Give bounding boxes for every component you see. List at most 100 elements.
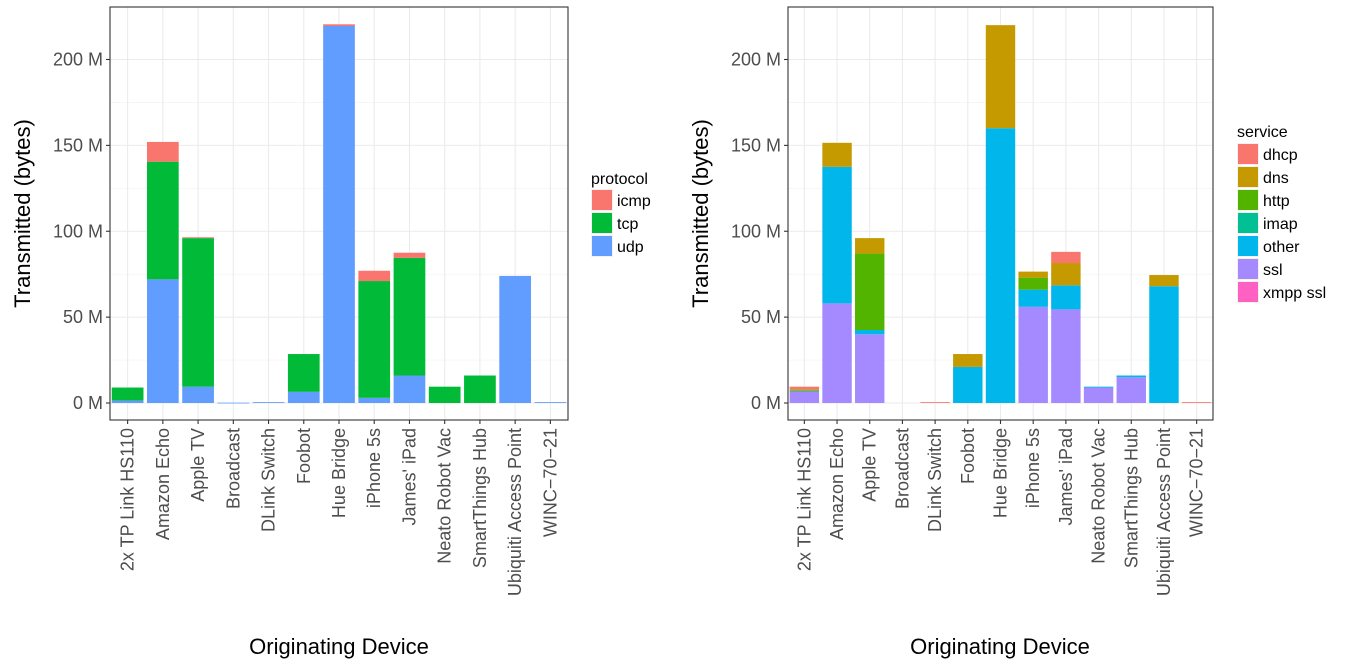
bar-segment — [1018, 271, 1048, 278]
x-tick-label: Amazon Echo — [827, 428, 847, 540]
x-tick-label: Apple TV — [188, 428, 208, 502]
legend-label: http — [1263, 193, 1290, 210]
x-tick-label: WINC−70−21 — [540, 428, 560, 537]
y-tick-label: 100 M — [731, 221, 781, 241]
y-axis-title: Transmitted (bytes) — [10, 119, 35, 308]
bar-segment — [146, 161, 179, 280]
bar-segment — [822, 303, 852, 403]
x-tick-label: WINC−70−21 — [1187, 428, 1207, 537]
y-tick-label: 0 M — [73, 393, 103, 413]
x-tick-label: Amazon Echo — [153, 428, 173, 540]
legend-label: tcp — [617, 216, 638, 233]
x-tick-label: Ubiquiti Access Point — [1154, 428, 1174, 596]
x-tick-label: Broadcast — [223, 428, 243, 509]
bar-segment — [953, 366, 983, 403]
y-tick-label: 150 M — [53, 135, 103, 155]
bar-segment — [217, 402, 250, 404]
x-axis: 2x TP Link HS110 Amazon Echo Apple TV Broad… — [794, 420, 1207, 596]
x-axis-title: Originating Device — [249, 634, 429, 659]
bar-segment — [822, 166, 852, 304]
service-chart: 0 M 50 M 100 M 150 M 200 M 2x TP Link HS110 A… — [688, 6, 1326, 659]
x-tick-label: 2x TP Link HS110 — [118, 428, 138, 571]
bar-segment — [1051, 309, 1081, 403]
bar-segment — [789, 386, 820, 390]
y-axis: 0 M 50 M 100 M 150 M 200 M — [731, 50, 788, 413]
protocol-chart: 0 M 50 M 100 M 150 M 200 M 2x TP Link HS110 A… — [10, 6, 651, 659]
y-tick-label: 100 M — [53, 221, 103, 241]
bar-segment — [1149, 275, 1179, 287]
legend-label: imap — [1263, 216, 1298, 233]
bar-segment — [1116, 377, 1146, 403]
bar-segment — [358, 397, 391, 403]
bar-segment — [855, 238, 885, 254]
bar-segment — [464, 375, 496, 403]
legend-swatch — [1238, 167, 1258, 187]
y-tick-label: 200 M — [53, 50, 103, 70]
bar-segment — [855, 253, 885, 331]
bar-segment — [1083, 386, 1114, 388]
legend-swatch — [1238, 259, 1258, 279]
bar-segment — [182, 386, 214, 403]
bar-segment — [393, 252, 426, 258]
x-tick-label: DLink Switch — [259, 428, 279, 532]
legend-title: service — [1237, 124, 1288, 141]
bar-segment — [1149, 286, 1179, 403]
legend-label: ssl — [1263, 262, 1283, 279]
legend-swatch — [592, 213, 612, 233]
x-axis-title: Originating Device — [910, 634, 1090, 659]
legend-swatch — [1238, 144, 1258, 164]
x-tick-label: iPhone 5s — [1023, 428, 1043, 508]
x-tick-label: Neato Robot Vac — [1089, 428, 1109, 564]
bar-segment — [1018, 277, 1048, 290]
bar-segment — [1181, 402, 1212, 403]
bar-segment — [920, 402, 950, 403]
legend-swatch — [1238, 236, 1258, 256]
legend: protocol icmp tcp udp — [591, 171, 651, 257]
bar-segment — [358, 270, 391, 282]
legend-label: dhcp — [1263, 147, 1298, 164]
x-tick-label: SmartThings Hub — [470, 428, 490, 568]
y-tick-label: 200 M — [731, 50, 781, 70]
x-tick-label: Hue Bridge — [991, 428, 1011, 518]
y-tick-label: 50 M — [741, 307, 781, 327]
bar-segment — [1018, 289, 1048, 307]
bar-segment — [985, 25, 1016, 129]
bar-segment — [1051, 251, 1081, 264]
x-tick-label: Foobot — [294, 428, 314, 484]
bar-segment — [789, 389, 820, 391]
bar-segment — [323, 26, 355, 403]
bar-segment — [428, 386, 461, 403]
bar-segment — [855, 334, 885, 403]
legend-label: xmpp ssl — [1263, 285, 1326, 302]
legend-label: udp — [617, 239, 644, 256]
bar-segment — [146, 279, 179, 403]
bar-segment — [789, 390, 820, 392]
bar-segment — [252, 402, 285, 403]
y-tick-label: 150 M — [731, 135, 781, 155]
bar-segment — [953, 354, 983, 367]
x-tick-label: James' iPad — [1056, 428, 1076, 525]
legend-swatch — [1238, 213, 1258, 233]
legend-swatch — [592, 190, 612, 210]
bar-segment — [855, 330, 885, 335]
bar-segment — [1116, 375, 1146, 378]
x-tick-label: Broadcast — [892, 428, 912, 509]
y-axis-title: Transmitted (bytes) — [688, 119, 713, 308]
x-tick-label: James' iPad — [399, 428, 419, 525]
x-tick-label: SmartThings Hub — [1121, 428, 1141, 568]
x-axis: 2x TP Link HS110 Amazon Echo Apple TV Broad… — [118, 420, 560, 596]
bars — [111, 24, 567, 404]
x-tick-label: 2x TP Link HS110 — [794, 428, 814, 571]
bar-segment — [182, 237, 214, 239]
bar-segment — [1018, 306, 1048, 403]
x-tick-label: Ubiquiti Access Point — [505, 428, 525, 596]
legend-swatch — [1238, 282, 1258, 302]
bar-segment — [985, 128, 1016, 403]
bars — [789, 25, 1212, 403]
bar-segment — [393, 375, 426, 403]
x-tick-label: Neato Robot Vac — [435, 428, 455, 564]
x-tick-label: iPhone 5s — [364, 428, 384, 508]
legend-label: dns — [1263, 170, 1289, 187]
bar-segment — [1051, 285, 1081, 310]
